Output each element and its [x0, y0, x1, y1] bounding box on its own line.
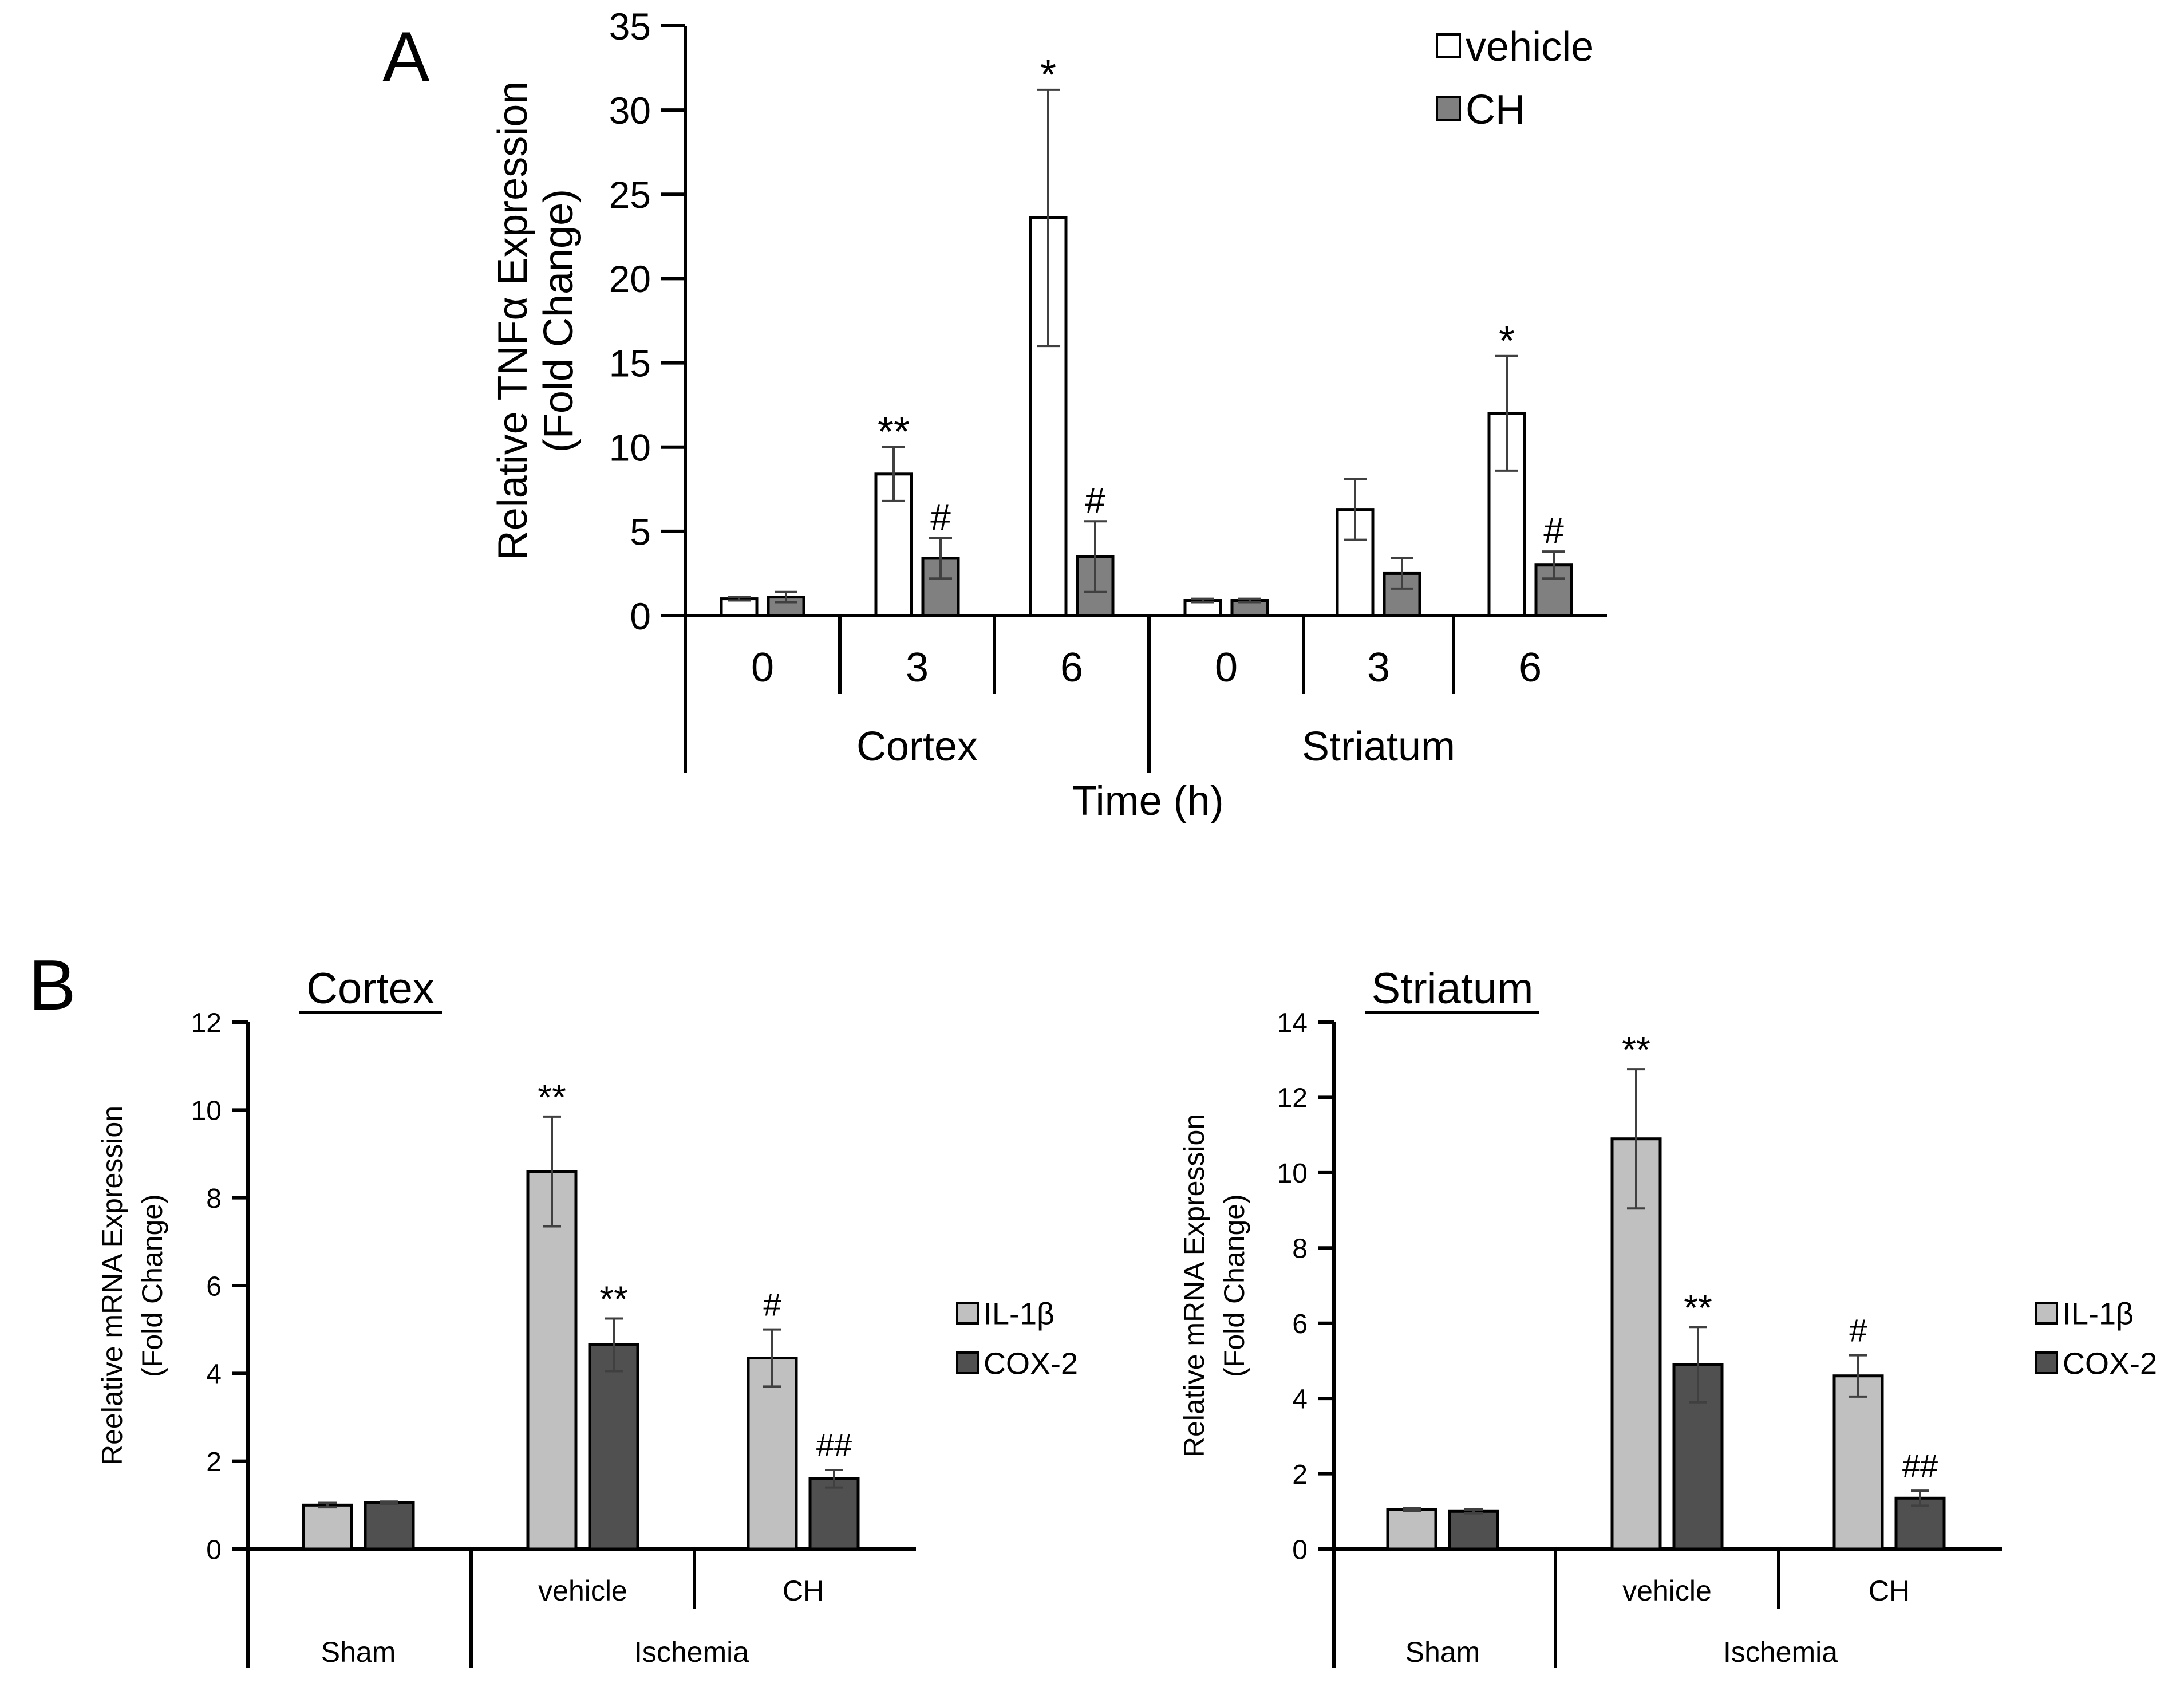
y-tick-label: 12 [1277, 1083, 1308, 1114]
y-tick-label: 10 [609, 426, 651, 468]
bar-il1b [747, 1357, 798, 1551]
hash-marker: # [1085, 480, 1105, 521]
y-axis-label: (Fold Change) [536, 189, 582, 452]
y-tick-label: 2 [1292, 1460, 1308, 1490]
bar-il1b [1832, 1374, 1884, 1551]
legend-label: CH [1466, 87, 1525, 133]
chart-title: Cortex [306, 964, 435, 1013]
panel-a-label: A [382, 18, 430, 97]
group-label: Striatum [1302, 724, 1455, 770]
legend-swatch-cox2 [956, 1351, 979, 1374]
y-tick-label: 14 [1277, 1008, 1308, 1038]
group-label: Sham [321, 1636, 396, 1668]
panel-b-label: B [29, 946, 76, 1025]
hash-marker: # [930, 497, 951, 538]
category-label: 3 [906, 645, 929, 691]
significance-marker: ** [878, 409, 910, 455]
y-tick-label: 15 [609, 342, 651, 384]
category-label: 0 [1215, 645, 1238, 691]
y-tick-label: 12 [191, 1008, 222, 1038]
y-tick-label: 8 [1292, 1234, 1308, 1264]
y-axis-label: Relative mRNA Expression [1178, 1114, 1210, 1457]
bar-il1b [302, 1503, 353, 1551]
y-tick-label: 6 [206, 1271, 222, 1302]
y-axis-label: Relative TNFα Expression [490, 81, 536, 561]
y-axis-label: Reelative mRNA Expression [96, 1106, 128, 1465]
bar-il1b [1386, 1508, 1437, 1551]
group-label: Sham [1405, 1636, 1480, 1668]
category-label: 6 [1519, 645, 1542, 691]
category-label: 0 [751, 645, 774, 691]
legend-swatch-il1b [956, 1302, 979, 1325]
legend-label: vehicle [1466, 24, 1594, 70]
y-tick-label: 0 [630, 595, 651, 637]
significance-marker: ** [1622, 1029, 1650, 1070]
significance-marker: ** [538, 1077, 566, 1118]
y-tick-label: 8 [206, 1184, 222, 1214]
chart-striatum-mrna: 0 2 4 6 8 10 12 14 Relative mRNA Expression (Fold… [1178, 964, 2157, 1668]
significance-marker: ** [1684, 1287, 1712, 1328]
hash-marker: # [1849, 1312, 1867, 1349]
category-label: CH [1869, 1575, 1910, 1607]
y-tick-label: 25 [609, 174, 651, 216]
hash-marker: # [763, 1287, 781, 1323]
legend-label: COX-2 [2063, 1346, 2157, 1381]
y-tick-label: 5 [630, 511, 651, 553]
significance-marker: ** [599, 1279, 628, 1320]
y-tick-label: 0 [1292, 1535, 1308, 1565]
legend-label: IL-1β [2063, 1296, 2134, 1331]
bar-cox2 [808, 1477, 860, 1551]
y-tick-label: 30 [609, 89, 651, 132]
significance-marker: * [1499, 318, 1515, 364]
category-label: 3 [1367, 645, 1390, 691]
y-tick-label: 10 [1277, 1158, 1308, 1189]
bar-cox2 [588, 1343, 639, 1551]
category-label: vehicle [1622, 1575, 1712, 1607]
bar-il1b [526, 1170, 578, 1551]
y-tick-label: 4 [206, 1359, 222, 1390]
y-axis-label: (Fold Change) [136, 1194, 168, 1377]
hash-marker: ## [816, 1427, 852, 1463]
y-tick-label: 6 [1292, 1309, 1308, 1339]
hash-marker: ## [1902, 1448, 1938, 1484]
bar-cox2 [1448, 1509, 1499, 1551]
group-label: Ischemia [634, 1636, 749, 1668]
legend-swatch-ch [1436, 96, 1461, 121]
bar-cox2 [364, 1501, 415, 1551]
category-label: CH [783, 1575, 824, 1607]
y-axis-label: (Fold Change) [1218, 1194, 1250, 1377]
legend-swatch-vehicle [1436, 33, 1461, 58]
y-tick-label: 10 [191, 1096, 222, 1126]
category-label: 6 [1060, 645, 1083, 691]
hash-marker: # [1543, 510, 1564, 551]
chart-cortex-mrna: 0 2 4 6 8 10 12 Reelative mRNA Expression (Fold … [96, 964, 1078, 1668]
legend-label: COX-2 [984, 1346, 1078, 1381]
y-tick-label: 35 [609, 5, 651, 48]
x-axis-label: Time (h) [1072, 778, 1223, 824]
legend-swatch-cox2 [2035, 1351, 2058, 1374]
y-tick-label: 4 [1292, 1384, 1308, 1414]
category-label: vehicle [538, 1575, 627, 1607]
y-tick-label: 0 [206, 1535, 222, 1565]
legend-swatch-il1b [2035, 1302, 2058, 1325]
group-label: Ischemia [1723, 1636, 1838, 1668]
y-tick-label: 2 [206, 1447, 222, 1477]
legend-label: IL-1β [984, 1296, 1055, 1331]
y-tick-label: 20 [609, 258, 651, 300]
significance-marker: * [1040, 52, 1056, 98]
chart-title: Striatum [1372, 964, 1534, 1013]
group-label: Cortex [856, 724, 978, 770]
